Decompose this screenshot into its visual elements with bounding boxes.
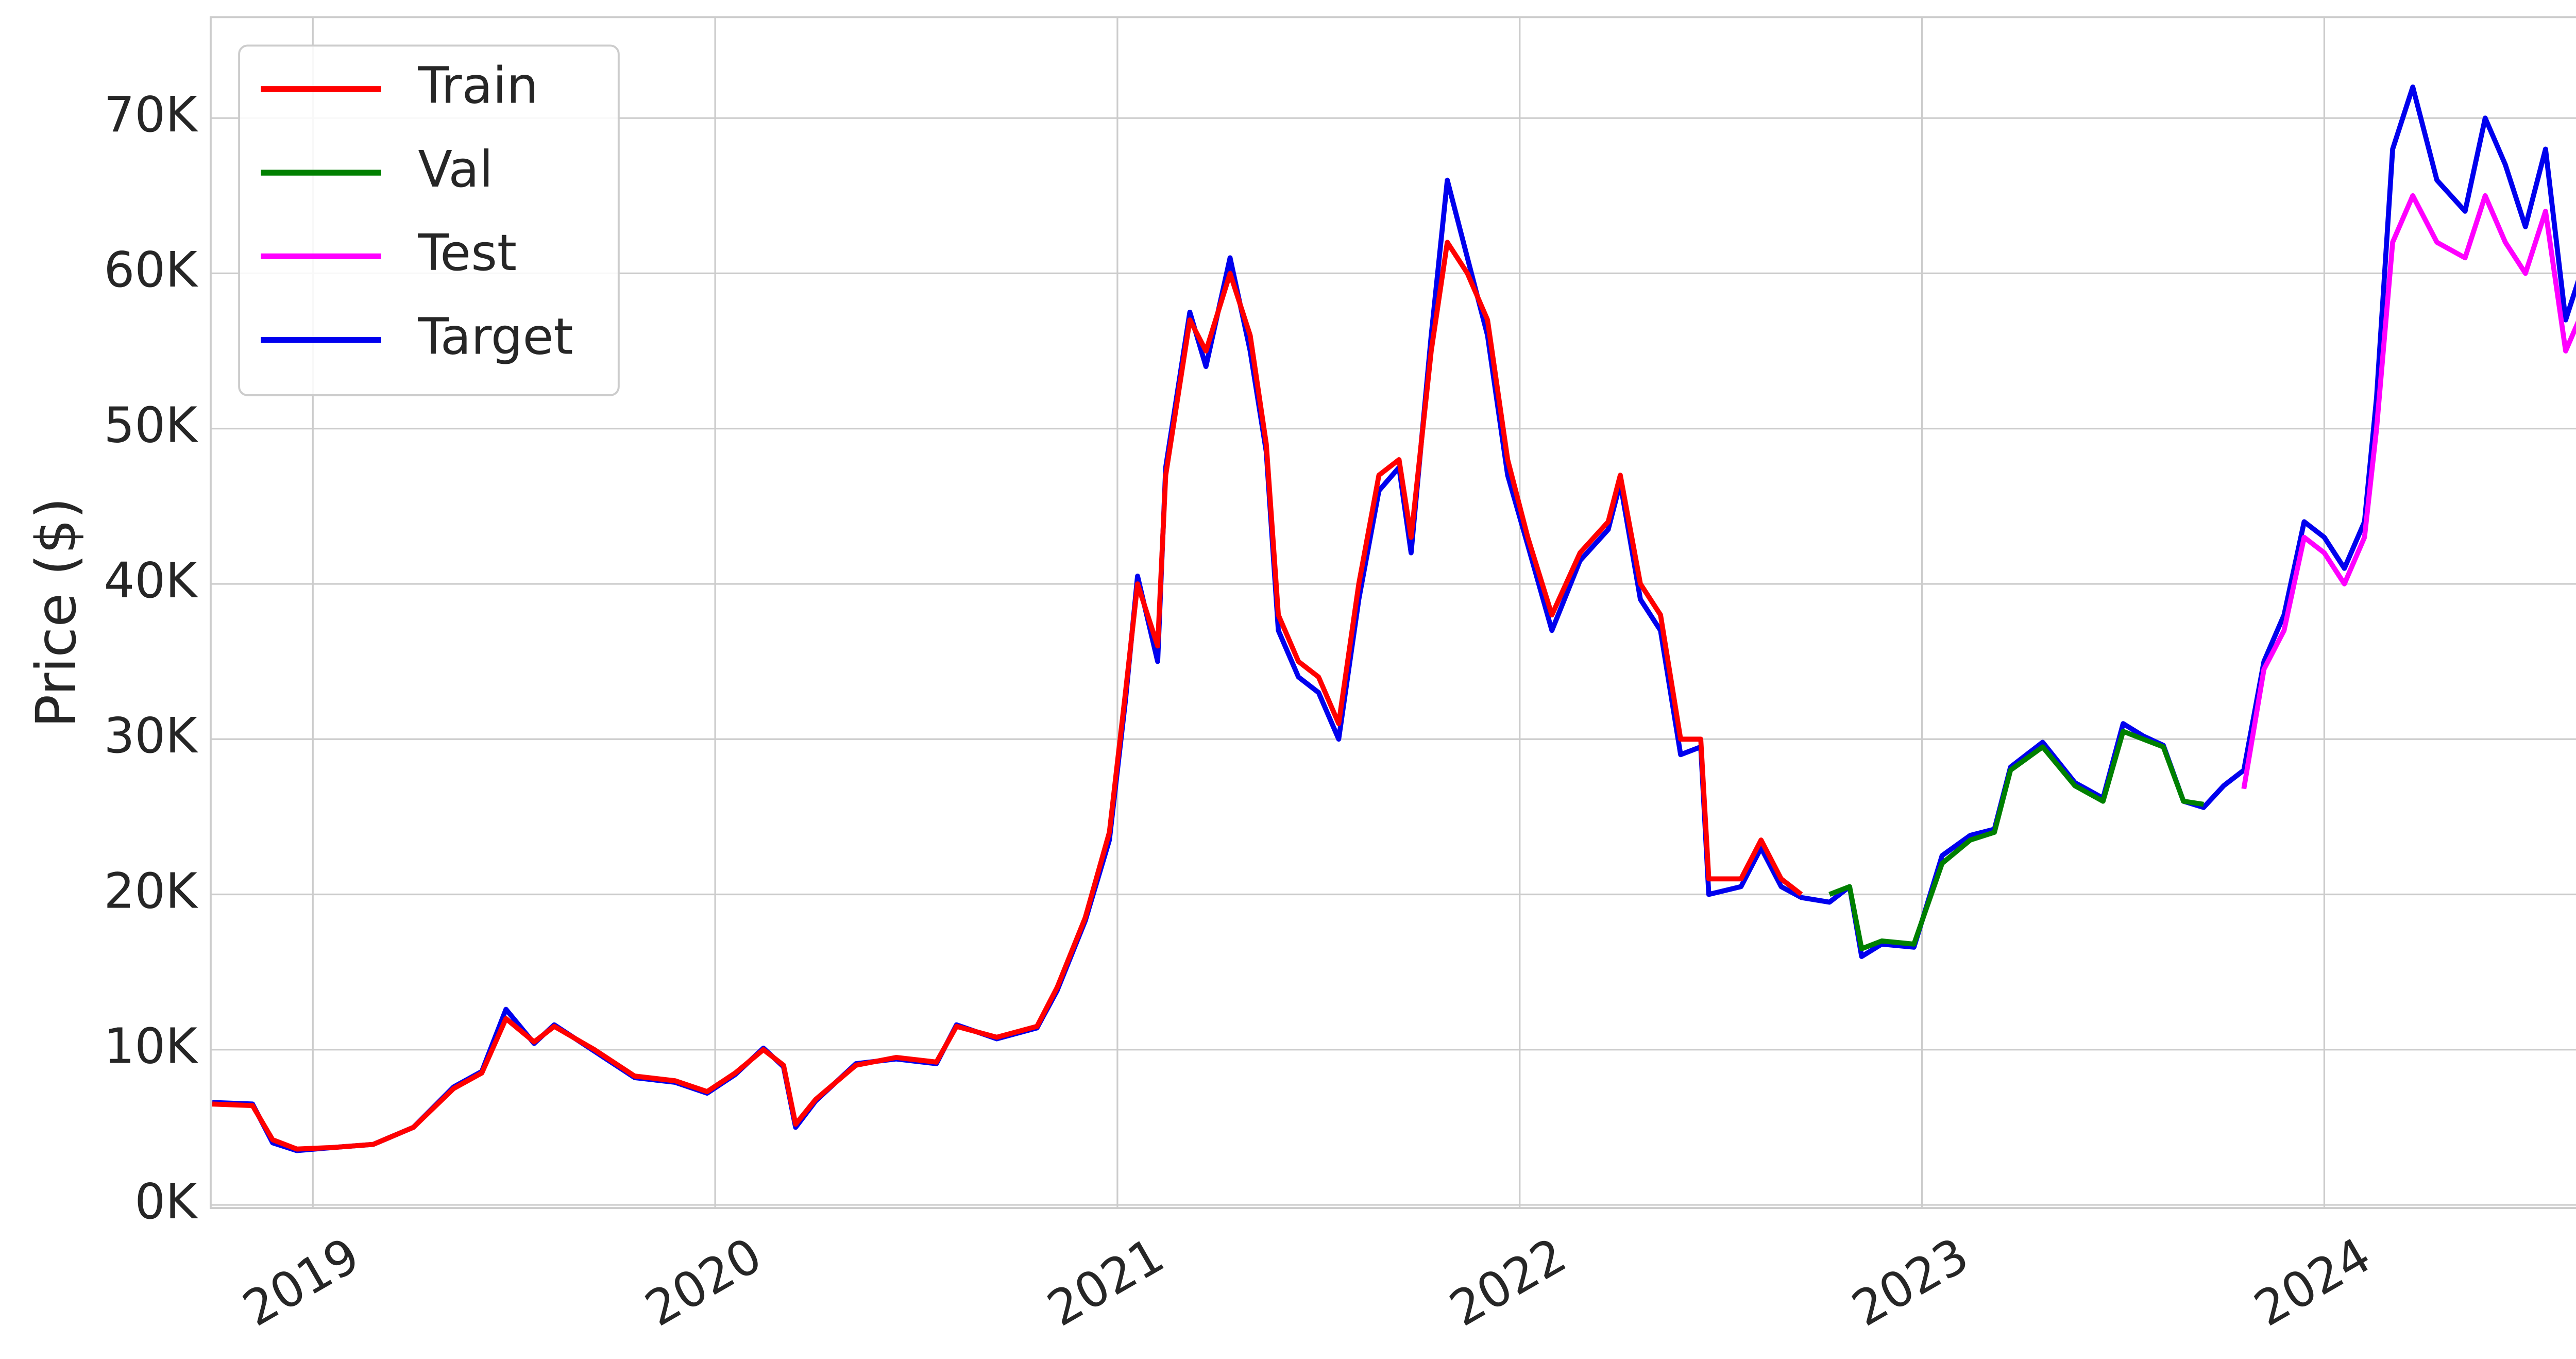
series-line (212, 240, 1803, 1152)
y-tick-label: 10K (104, 1019, 199, 1075)
y-tick-label: 60K (104, 242, 199, 298)
y-tick-label: 50K (104, 398, 199, 454)
y-tick-label: 70K (104, 87, 199, 143)
plot-frame (209, 16, 2576, 1210)
legend-box (238, 44, 620, 396)
lines (212, 84, 2576, 1153)
legend-label: Train (417, 57, 538, 115)
y-tick-label: 30K (104, 708, 199, 764)
series-line (1828, 729, 2204, 951)
legend-label: Test (417, 224, 517, 282)
y-axis-label: Price ($) (25, 497, 89, 728)
series-line (2241, 193, 2576, 790)
legend: Train Val Test Target (238, 44, 620, 396)
legend-label: Target (417, 308, 573, 366)
y-tick-label: 0K (134, 1174, 198, 1230)
y-tick-label: 40K (104, 553, 199, 609)
legend-label: Val (418, 140, 493, 198)
y-tick-label: 20K (104, 863, 199, 919)
